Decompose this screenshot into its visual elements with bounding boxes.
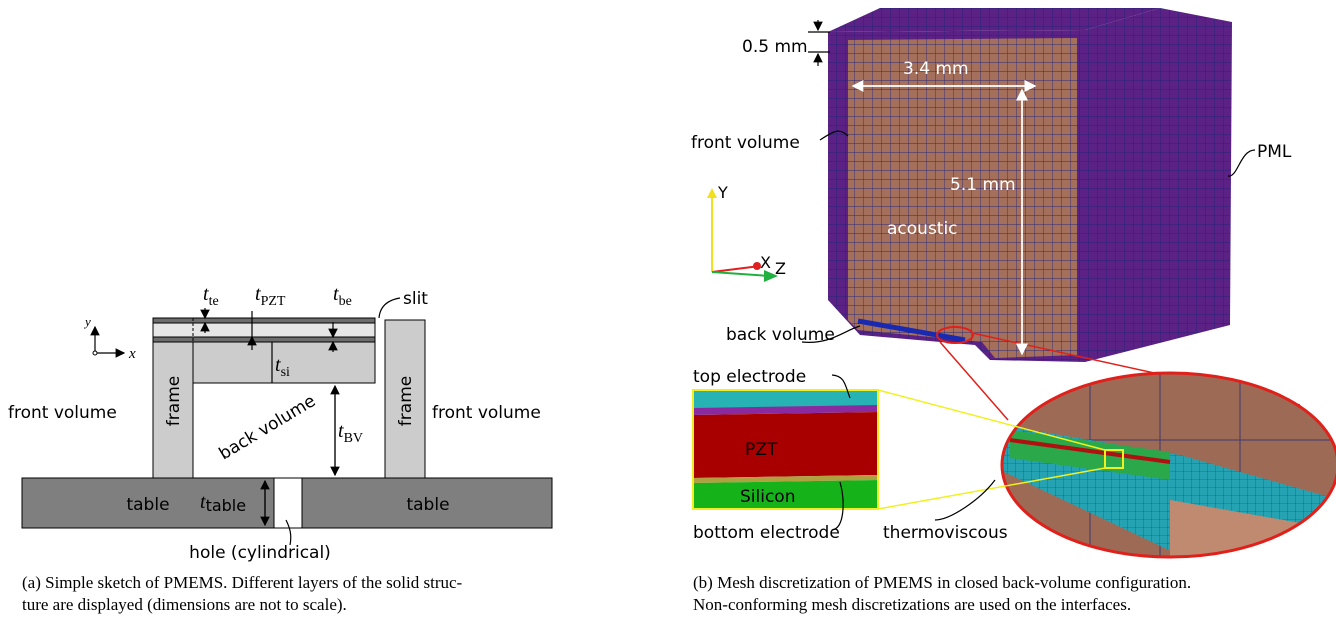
panel-b: Y X Z 0.5 mm 3.4 mm front volume 5.1 mm … [691,8,1336,614]
label: PZT [745,440,778,460]
label: table [126,495,169,515]
dimension-label: tte [203,283,219,309]
label: bottom electrode [693,523,840,543]
inset-top-electrode [693,390,878,408]
dimension-label: 3.4 mm [903,59,969,79]
label: front volume [8,403,117,423]
dimension-label: 0.5 mm [742,37,808,57]
inset-pzt [693,412,878,478]
caption: Non-conforming mesh discretizations are … [693,595,1131,614]
pml-side [1085,8,1232,362]
axis-label: Z [775,259,786,278]
axis-label: y [83,314,91,329]
subscript: PZT [261,294,286,309]
bottom-electrode [153,337,375,342]
label: back volume [216,391,320,464]
pzt-layer [153,323,375,337]
figure: y x tte tPZT tbe slit tsi tBV front volu… [0,0,1336,625]
axis-origin [93,351,97,355]
caption: (b) Mesh discretization of PMEMS in clos… [693,573,1191,592]
axis-line [712,272,770,276]
subscript: be [339,294,352,309]
subscript: BV [344,431,363,446]
subscript: table [206,496,247,515]
caption: ture are displayed (dimensions are not t… [22,595,347,614]
axis-line [712,266,760,272]
top-electrode [153,318,375,323]
label: hole (cylindrical) [189,543,331,563]
subscript: si [281,365,290,380]
panel-a: y x tte tPZT tbe slit tsi tBV front volu… [8,283,552,614]
label: front volume [691,133,800,153]
dimension-label: tBV [338,420,363,446]
caption: (a) Simple sketch of PMEMS. Different la… [22,573,463,592]
dimension-label: tPZT [255,283,286,309]
axis-head [707,188,717,198]
dimension-label: 5.1 mm [950,175,1016,195]
label: frame [396,376,416,426]
axis-label: X [760,253,771,272]
axis-label: x [128,346,136,362]
label: thermoviscous [883,523,1008,543]
label: frame [164,376,184,426]
label: front volume [432,403,541,423]
hole [274,478,302,528]
label: table [406,495,449,515]
label: acoustic [887,219,958,239]
label: top electrode [693,367,806,387]
subscript: te [209,294,219,309]
label: slit [403,289,428,309]
label: Silicon [740,487,795,507]
label: back volume [726,325,835,345]
dimension-label: tbe [333,283,352,309]
axis-label: Y [717,183,728,202]
label: PML [1257,142,1292,162]
